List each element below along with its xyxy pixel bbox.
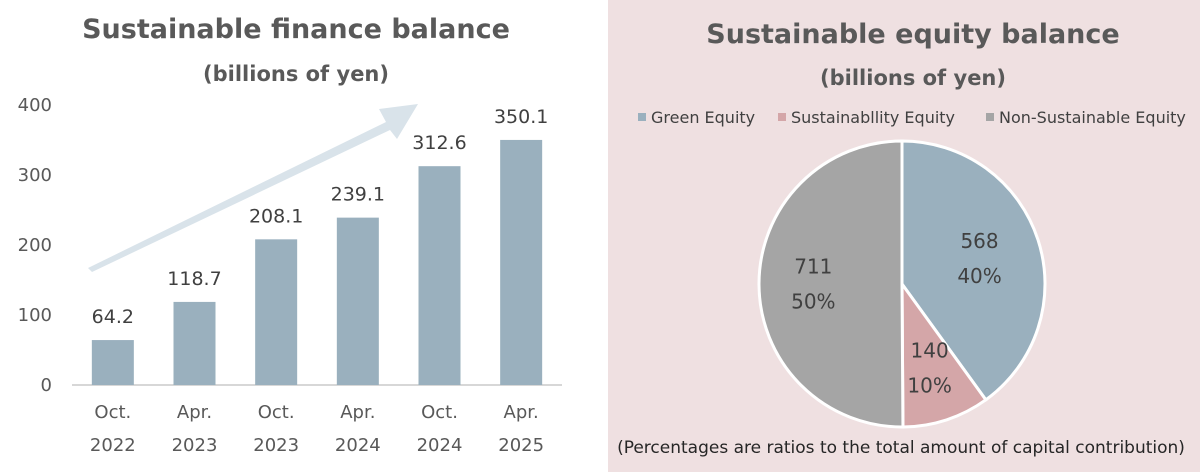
legend-label: Green Equity (651, 108, 755, 127)
legend-label: Sustainabllity Equity (791, 108, 955, 127)
legend-swatch (778, 113, 786, 121)
bar-value-label: 239.1 (331, 184, 385, 206)
bar (91, 340, 134, 385)
equity-balance-pie-chart: Sustainable equity balance (billions of … (617, 19, 1186, 458)
bar (255, 239, 298, 385)
pie-value-label: 711 (794, 254, 832, 278)
pie-labels: 568 40% 140 10% 711 50% (791, 229, 1002, 397)
finance-balance-bar-chart: Sustainable finance balance (billions of… (18, 14, 562, 456)
pie-slices (757, 139, 1047, 429)
y-tick-label: 200 (18, 235, 52, 256)
y-axis-ticks: 0 100 200 300 400 (18, 95, 52, 396)
legend-label: Non-Sustainable Equity (999, 108, 1186, 127)
x-tick-label-month: Oct. (258, 402, 295, 423)
x-tick-label-year: 2022 (90, 435, 136, 456)
x-tick-label-month: Oct. (421, 402, 458, 423)
bar-value-label: 118.7 (167, 268, 221, 290)
finance-balance-panel: Sustainable finance balance (billions of… (17, 14, 562, 456)
pie-percent-label: 40% (957, 264, 1001, 288)
bar-value-label: 208.1 (249, 205, 303, 227)
pie-slice (900, 279, 988, 429)
percentage-note: (Percentages are ratios to the total amo… (617, 438, 1185, 458)
bar (418, 166, 461, 385)
bar (500, 139, 543, 385)
trend-arrow (88, 104, 418, 272)
x-axis-ticks: Oct. 2022 Apr. 2023 Oct. 2023 Apr. 2024 Oct. 2024… (90, 402, 544, 456)
x-tick-label-month: Apr. (177, 402, 212, 423)
x-tick-label-year: 2023 (172, 435, 218, 456)
bar-data-labels: 64.2 118.7 208.1 239.1 312.6 350.1 (92, 106, 549, 328)
pie-legend: Green Equity Sustainabllity Equity Non-Sus… (638, 108, 1186, 127)
pie-chart-subtitle: (billions of yen) (820, 66, 1006, 90)
bar (336, 217, 379, 385)
x-tick-label-year: 2025 (498, 435, 544, 456)
y-tick-label: 300 (18, 165, 52, 186)
pie-percent-label: 10% (907, 373, 951, 397)
trend-arrow-shape (88, 104, 418, 272)
equity-balance-panel: Sustainable equity balance (billions of … (608, 0, 1200, 472)
bar-value-label: 312.6 (412, 132, 466, 154)
y-tick-label: 100 (18, 305, 52, 326)
bar (173, 301, 216, 385)
x-tick-label-month: Oct. (94, 402, 131, 423)
pie-chart-title: Sustainable equity balance (706, 19, 1119, 50)
pie-value-label: 140 (911, 338, 949, 362)
bar-value-label: 350.1 (494, 106, 548, 128)
pie-slice (900, 139, 1047, 402)
bar-chart-title: Sustainable finance balance (82, 14, 510, 45)
x-tick-label-month: Apr. (340, 402, 375, 423)
bar-value-label: 64.2 (92, 306, 134, 328)
x-tick-label-month: Apr. (504, 402, 539, 423)
bar-chart-subtitle: (billions of yen) (203, 62, 389, 86)
x-tick-label-year: 2024 (417, 435, 463, 456)
bars (91, 139, 543, 385)
y-tick-label: 400 (18, 95, 52, 116)
x-tick-label-year: 2024 (335, 435, 381, 456)
legend-swatch (638, 113, 646, 121)
x-tick-label-year: 2023 (253, 435, 299, 456)
pie-percent-label: 50% (791, 289, 835, 313)
pie-slice (757, 139, 905, 429)
pie-value-label: 568 (960, 229, 998, 253)
y-tick-label: 0 (41, 375, 52, 396)
legend-swatch (986, 113, 994, 121)
